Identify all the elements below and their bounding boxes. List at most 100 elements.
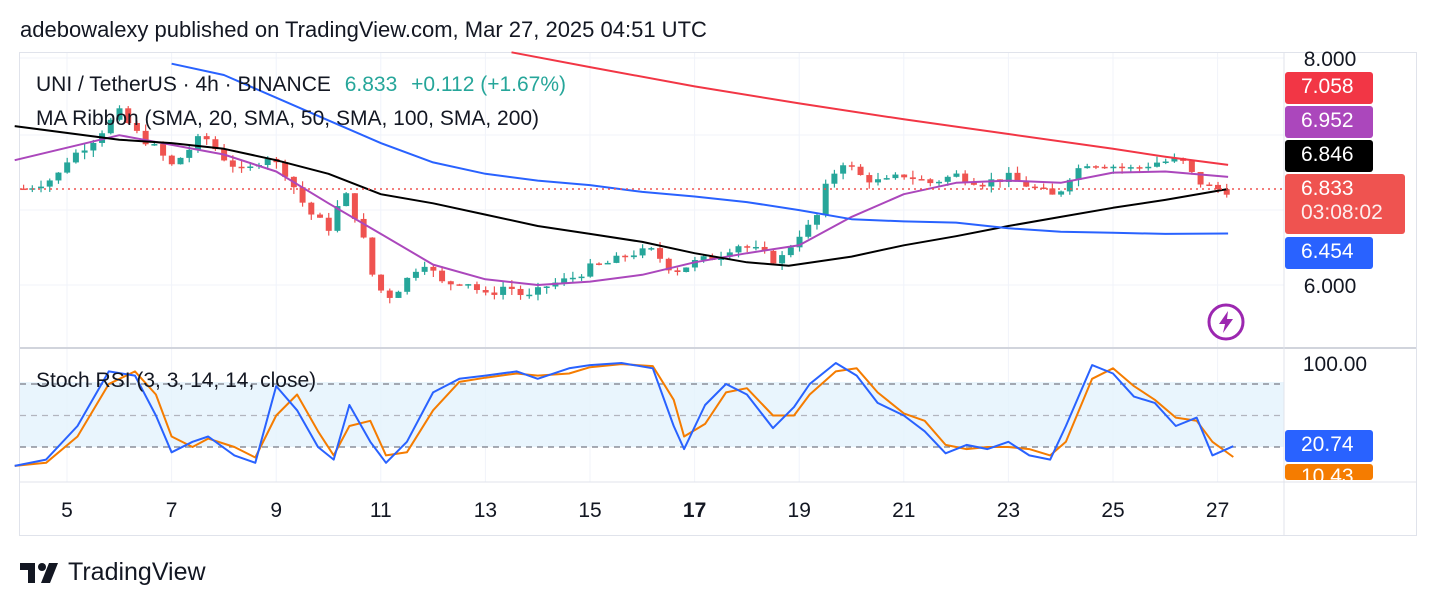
candle-body [1171, 158, 1178, 162]
price-axis-label-bottom: 6.000 [1304, 275, 1357, 298]
last-price: 6.833 [344, 73, 398, 96]
candle-body [674, 270, 681, 272]
candle-body [1153, 162, 1160, 167]
candle-body [334, 206, 341, 231]
candle-body [212, 139, 219, 150]
candle-body [1005, 172, 1012, 183]
candle-body [787, 247, 794, 256]
candle-body [848, 165, 855, 167]
candle-body [168, 155, 175, 165]
candle-body [1127, 167, 1134, 169]
candle-body [64, 162, 71, 173]
candle-body [709, 256, 716, 260]
candle-body [317, 214, 324, 218]
candle-body [883, 178, 890, 180]
candle-body [901, 174, 908, 178]
candle-body [447, 281, 454, 285]
candle-body [378, 274, 385, 291]
stoch-rsi-legend[interactable]: Stoch RSI (3, 3, 14, 14, close) [36, 369, 317, 392]
candle-body [726, 252, 733, 257]
price-tag-sma20: 6.952 [1285, 106, 1373, 138]
candle-body [1092, 166, 1099, 168]
candle-body [639, 248, 646, 256]
ma-line-sma100 [171, 62, 1229, 235]
candle-body [151, 144, 158, 146]
price-tag-last-value: 6.833 [1301, 177, 1354, 200]
publish-header: adebowalexy published on TradingView.com… [20, 17, 707, 42]
candle-body [613, 255, 620, 263]
candle-body [160, 144, 167, 156]
candle-body [1197, 171, 1204, 185]
candle-body [813, 215, 820, 225]
lightning-icon[interactable] [1207, 303, 1245, 341]
candle-body [700, 256, 707, 261]
candle-body [779, 255, 786, 264]
candle-body [796, 236, 803, 248]
candle-body [735, 246, 742, 253]
tradingview-brand[interactable]: TradingView [20, 558, 206, 587]
time-axis-label: 13 [474, 499, 497, 522]
time-axis-label: 9 [270, 499, 282, 522]
ma-line-sma20 [14, 134, 1229, 286]
candle-body [1136, 167, 1143, 169]
candle-body [142, 130, 149, 145]
time-axis-label: 15 [578, 499, 601, 522]
osc-tag-k: 20.74 [1285, 430, 1373, 462]
candle-body [473, 284, 480, 291]
candle-body [831, 173, 838, 184]
candle-body [587, 263, 594, 277]
candle-body [1040, 187, 1047, 190]
moving-averages [14, 51, 1229, 286]
candle-body [500, 286, 507, 295]
ma-ribbon-legend[interactable]: MA Ribbon (SMA, 20, SMA, 50, SMA, 100, S… [36, 107, 540, 130]
time-axis-label: 11 [370, 499, 392, 522]
candle-body [46, 180, 53, 187]
candle-body [962, 173, 969, 183]
countdown-label: 03:08:02 [1301, 201, 1383, 224]
candle-body [936, 181, 943, 184]
candle-body [683, 267, 690, 272]
candle-body [691, 260, 698, 268]
candle-body [412, 271, 419, 278]
candle-body [404, 277, 411, 292]
candle-body [430, 266, 437, 271]
candle-body [927, 179, 934, 184]
candle-body [805, 224, 812, 237]
candle-body [1188, 160, 1195, 172]
stoch-k-line [14, 362, 1234, 467]
candle-body [770, 250, 777, 264]
candle-body [351, 193, 358, 219]
candle-body [325, 217, 332, 231]
time-axis-label: 17 [683, 499, 706, 522]
candle-body [360, 218, 367, 238]
candle-body [953, 173, 960, 177]
candle-body [944, 176, 951, 182]
candle-body [918, 179, 925, 181]
candle-body [177, 157, 184, 165]
candle-body [247, 166, 254, 168]
candle-body [665, 258, 672, 271]
time-axis-label: 21 [892, 499, 915, 522]
candle-body [72, 152, 79, 163]
candle-body [1058, 191, 1065, 195]
candle-body [857, 166, 864, 176]
candle-body [343, 193, 350, 207]
price-tag-last: 6.833 03:08:02 [1285, 174, 1405, 234]
candle-body [840, 165, 847, 174]
candle-body [1014, 172, 1021, 181]
price-change: +0.112 (+1.67%) [411, 73, 567, 96]
candle-body [822, 183, 829, 216]
candle-body [630, 255, 637, 258]
candle-body [761, 246, 768, 251]
candle-body [1031, 186, 1038, 189]
candles [20, 105, 1230, 304]
candle-body [1066, 179, 1073, 192]
candle-body [264, 158, 271, 166]
candle-body [979, 184, 986, 187]
candle-body [578, 276, 585, 279]
candle-body [308, 202, 315, 215]
tradingview-logo-icon [20, 562, 58, 583]
symbol-legend[interactable]: UNI / TetherUS · 4h · BINANCE 6.833 +0.1… [36, 73, 566, 97]
osc-axis-label-top: 100.00 [1303, 353, 1367, 376]
